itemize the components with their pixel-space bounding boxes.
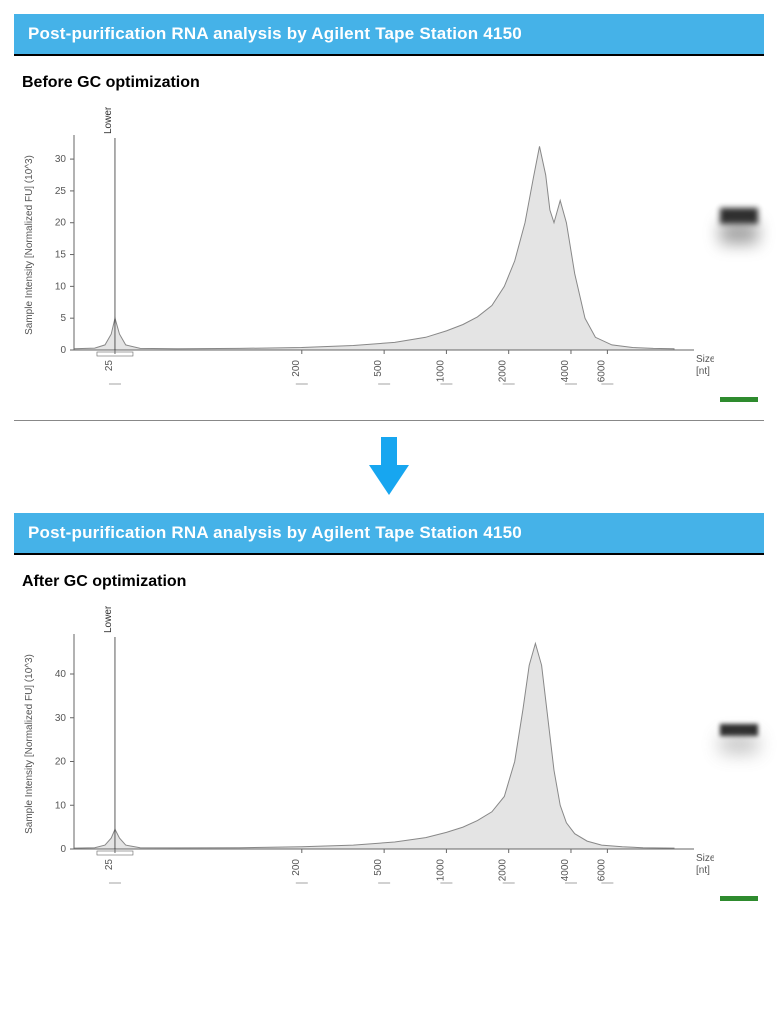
svg-text:200: 200 <box>291 859 302 876</box>
svg-text:20: 20 <box>55 218 67 229</box>
svg-text:2000: 2000 <box>498 360 509 383</box>
gel-lane-before <box>720 130 758 410</box>
banner-before: Post-purification RNA analysis by Agilen… <box>14 14 764 56</box>
svg-text:500: 500 <box>373 360 384 377</box>
electropherogram-before: 0 5 10 15 20 25 30 25 200 500 1000 2000 4000 6000 Samp… <box>14 100 714 400</box>
electropherogram-after: 0 10 20 30 40 25 200 500 1000 2000 4000 6000 Sample … <box>14 599 714 899</box>
svg-text:2000: 2000 <box>498 859 509 882</box>
svg-text:Size: Size <box>696 354 714 365</box>
svg-text:25: 25 <box>104 360 115 372</box>
svg-text:30: 30 <box>55 713 67 724</box>
banner-after: Post-purification RNA analysis by Agilen… <box>14 513 764 555</box>
svg-text:Size: Size <box>696 853 714 864</box>
svg-text:Sample Intensity [Normalized F: Sample Intensity [Normalized FU] (10^3) <box>24 654 35 834</box>
svg-text:1000: 1000 <box>435 360 446 383</box>
svg-text:40: 40 <box>55 669 67 680</box>
svg-text:0: 0 <box>60 844 66 855</box>
chart-before: 0 5 10 15 20 25 30 25 200 500 1000 2000 4000 6000 Samp… <box>14 100 714 400</box>
svg-text:25: 25 <box>55 186 67 197</box>
svg-text:20: 20 <box>55 757 67 768</box>
svg-text:10: 10 <box>55 281 67 292</box>
svg-text:25: 25 <box>104 859 115 871</box>
svg-text:6000: 6000 <box>596 859 607 882</box>
svg-text:4000: 4000 <box>560 859 571 882</box>
svg-text:Lower: Lower <box>103 106 114 134</box>
gel-lane-after <box>720 629 758 909</box>
svg-text:30: 30 <box>55 154 67 165</box>
arrow-down-icon <box>365 435 413 499</box>
panel-after: 0 10 20 30 40 25 200 500 1000 2000 4000 6000 Sample … <box>14 599 764 919</box>
svg-text:0: 0 <box>60 345 66 356</box>
panel-before: 0 5 10 15 20 25 30 25 200 500 1000 2000 4000 6000 Samp… <box>14 100 764 421</box>
svg-text:500: 500 <box>373 859 384 876</box>
svg-text:5: 5 <box>60 313 66 324</box>
svg-text:Sample Intensity [Normalized F: Sample Intensity [Normalized FU] (10^3) <box>24 155 35 335</box>
svg-text:200: 200 <box>291 360 302 377</box>
svg-text:10: 10 <box>55 800 67 811</box>
svg-text:[nt]: [nt] <box>696 366 710 377</box>
chart-after: 0 10 20 30 40 25 200 500 1000 2000 4000 6000 Sample … <box>14 599 714 899</box>
svg-text:15: 15 <box>55 250 67 261</box>
svg-text:4000: 4000 <box>560 360 571 383</box>
subtitle-before: Before GC optimization <box>22 74 764 92</box>
svg-text:1000: 1000 <box>435 859 446 882</box>
svg-text:[nt]: [nt] <box>696 865 710 876</box>
svg-text:6000: 6000 <box>596 360 607 383</box>
subtitle-after: After GC optimization <box>22 573 764 591</box>
svg-text:Lower: Lower <box>103 605 114 633</box>
arrow-down <box>14 421 764 513</box>
